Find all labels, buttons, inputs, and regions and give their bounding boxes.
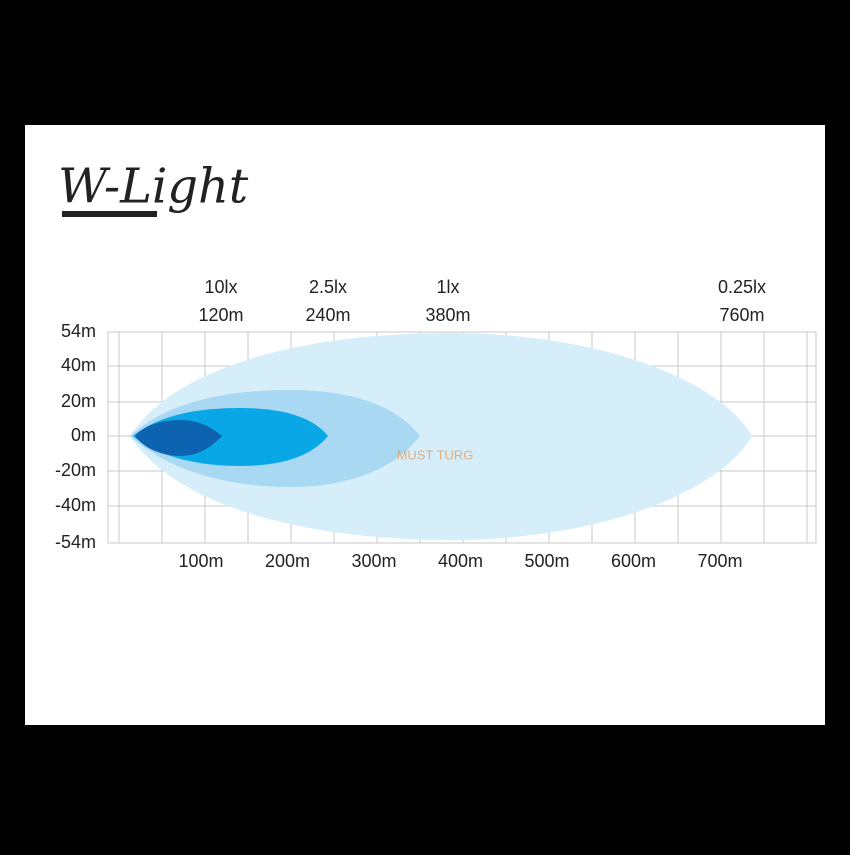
x-axis-label: 700m (697, 551, 742, 571)
zone-distance: 240m (305, 305, 350, 325)
zone-distance: 120m (198, 305, 243, 325)
zone-lux: 2.5lx (309, 277, 347, 297)
x-axis-label: 500m (524, 551, 569, 571)
x-axis-label: 600m (611, 551, 656, 571)
zone-lux: 10lx (204, 277, 237, 297)
zone-distance: 760m (719, 305, 764, 325)
x-axis-label: 200m (265, 551, 310, 571)
beam-10lx (135, 420, 222, 456)
labels: 54m 40m 20m 0m -20m -40m -54m 100m 200m 300m 400m 5… (55, 277, 766, 571)
x-axis-label: 300m (351, 551, 396, 571)
y-axis-label: 40m (61, 355, 96, 375)
y-axis-label: -54m (55, 532, 96, 552)
x-axis-label: 400m (438, 551, 483, 571)
plot-frame (107, 331, 817, 544)
watermark: MUST TURG (397, 447, 474, 462)
y-axis-label: 54m (61, 321, 96, 341)
beam-0.25lx (130, 333, 752, 540)
zone-lux: 0.25lx (718, 277, 766, 297)
y-axis-label: -20m (55, 460, 96, 480)
x-axis-label: 100m (178, 551, 223, 571)
y-axis-label: -40m (55, 495, 96, 515)
zone-distance: 380m (425, 305, 470, 325)
y-axis-label: 20m (61, 391, 96, 411)
brand-logo: W-Light (58, 159, 249, 215)
zone-lux: 1lx (436, 277, 459, 297)
logo-underline (62, 211, 157, 217)
y-axis-label: 0m (71, 425, 96, 445)
